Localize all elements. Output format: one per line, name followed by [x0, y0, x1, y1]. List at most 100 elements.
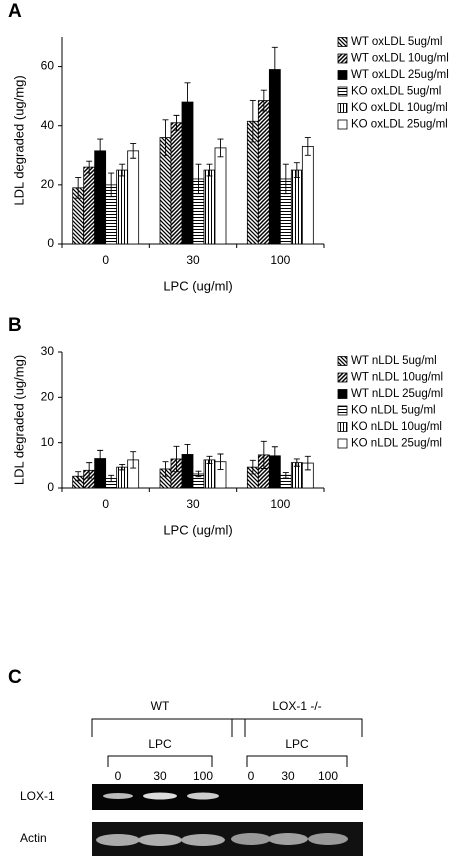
x-tick-label: 100 [270, 253, 290, 267]
legend-swatch [337, 53, 348, 64]
bar [94, 150, 107, 245]
error-bar [271, 46, 278, 93]
y-tick-label: 60 [41, 59, 55, 73]
bracket [246, 755, 348, 767]
legend-swatch [337, 37, 348, 47]
legend-label: KO oxLDL 10ug/ml [351, 102, 448, 114]
gel-band [103, 793, 133, 799]
error-bar [86, 160, 93, 174]
y-axis-title: LDL degraded (ug/mg) [11, 355, 26, 485]
error-bar [108, 172, 115, 198]
y-tick-label: 0 [47, 236, 54, 250]
legend-swatch [337, 438, 348, 449]
legend-label: KO nLDL 10ug/ml [351, 421, 442, 433]
panel-label: B [8, 315, 22, 336]
error-bar [249, 100, 256, 143]
legend-swatch [337, 405, 348, 416]
x-tick-label: 0 [102, 497, 109, 511]
error-bar [304, 137, 311, 156]
legend-swatch [337, 389, 348, 399]
bar [301, 146, 314, 245]
gel-strip [92, 784, 363, 810]
legend-label: WT nLDL 10ug/ml [351, 372, 443, 384]
error-bar [162, 119, 169, 156]
y-tick-label: 20 [41, 177, 55, 191]
gel-band [143, 792, 177, 800]
bar [83, 166, 96, 245]
row-label: LOX-1 [20, 789, 55, 803]
error-bar [130, 143, 137, 159]
legend-label: KO nLDL 25ug/ml [351, 438, 442, 450]
bracket [107, 755, 213, 767]
y-tick-label: 10 [41, 435, 55, 449]
legend-label: WT oxLDL 5ug/ml [351, 36, 442, 48]
error-bar [75, 471, 82, 482]
bar [257, 100, 270, 245]
legend-label: WT oxLDL 10ug/ml [351, 53, 449, 65]
legend-label: KO oxLDL 25ug/ml [351, 119, 448, 131]
error-bar [119, 163, 126, 177]
error-bar [173, 445, 180, 473]
error-bar [293, 458, 300, 467]
bar [181, 101, 194, 245]
group-sublabel: LPC [285, 737, 309, 751]
bracket [231, 718, 363, 737]
gel-band [308, 833, 348, 845]
legend-label: KO oxLDL 5ug/ml [351, 86, 441, 98]
legend-label: WT nLDL 5ug/ml [351, 355, 437, 367]
x-tick-label: 30 [186, 253, 200, 267]
error-bar [293, 162, 300, 178]
panel-label: C [8, 667, 22, 688]
legend-label: WT oxLDL 25ug/ml [351, 69, 449, 81]
error-bar [97, 138, 104, 164]
gel-band [268, 833, 308, 845]
lane-label: 0 [248, 769, 255, 783]
error-bar [206, 163, 213, 177]
error-bar [162, 461, 169, 477]
error-bar [130, 451, 137, 469]
y-tick-label: 20 [41, 390, 55, 404]
legend-swatch [337, 119, 348, 130]
x-tick-label: 0 [102, 253, 109, 267]
y-tick-label: 30 [41, 344, 55, 358]
error-bar [260, 440, 267, 469]
bar [268, 69, 281, 245]
panel-label: A [8, 1, 22, 22]
error-bar [282, 472, 289, 479]
lane-label: 30 [153, 769, 167, 783]
error-bar [119, 463, 126, 471]
bar [170, 122, 183, 245]
error-bar [184, 82, 191, 122]
lane-label: 100 [193, 769, 213, 783]
gel-band [138, 834, 182, 846]
legend-swatch [337, 103, 348, 113]
x-axis-title: LPC (ug/ml) [163, 278, 232, 293]
x-tick-label: 100 [270, 497, 290, 511]
lane-label: 100 [318, 769, 338, 783]
error-bar [75, 177, 82, 199]
legend-swatch [337, 86, 348, 97]
error-bar [195, 470, 202, 478]
bar [127, 150, 140, 245]
legend-label: KO nLDL 5ug/ml [351, 405, 436, 417]
error-bar [173, 114, 180, 131]
y-tick-label: 40 [41, 118, 55, 132]
error-bar [97, 449, 104, 468]
legend-swatch [337, 356, 348, 366]
gel-band [231, 833, 271, 845]
error-bar [260, 89, 267, 112]
bar [203, 459, 216, 489]
legend-swatch [337, 372, 348, 383]
group-sublabel: LPC [148, 737, 172, 751]
error-bar [86, 462, 93, 479]
bar [203, 169, 216, 245]
legend-swatch [337, 70, 348, 80]
error-bar [282, 163, 289, 195]
x-axis-title: LPC (ug/ml) [163, 522, 232, 537]
gel-band [187, 792, 219, 800]
bar [116, 169, 129, 245]
legend-label: WT nLDL 25ug/ml [351, 388, 443, 400]
lane-label: 0 [115, 769, 122, 783]
y-tick-label: 0 [47, 480, 54, 494]
